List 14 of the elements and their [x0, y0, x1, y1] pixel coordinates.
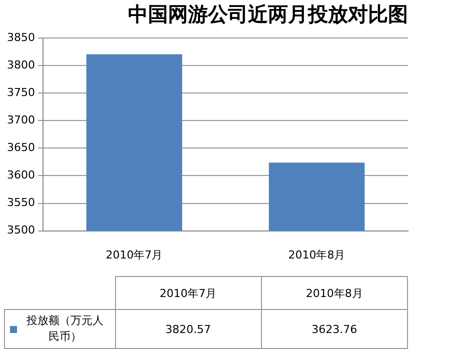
y-tick-label: 3750: [6, 86, 35, 99]
y-tick-label: 3800: [6, 58, 35, 72]
data-label: 3623.76: [261, 310, 408, 348]
y-tick-label: 3650: [6, 141, 35, 154]
y-tick-label: 3700: [6, 113, 35, 126]
legend-label: 投放额（万元人民币）: [26, 313, 104, 345]
y-tick-label: 3850: [6, 30, 35, 44]
y-tick-label: 3500: [6, 224, 35, 237]
y-tick-label: 3600: [6, 168, 35, 182]
data-label: 3820.57: [115, 310, 262, 348]
category-label: 2010年7月: [160, 286, 217, 300]
category-label: 2010年8月: [306, 286, 363, 300]
chart-title: 中国网游公司近两月投放对比图: [128, 2, 408, 26]
y-tick-label: 3550: [6, 196, 35, 210]
